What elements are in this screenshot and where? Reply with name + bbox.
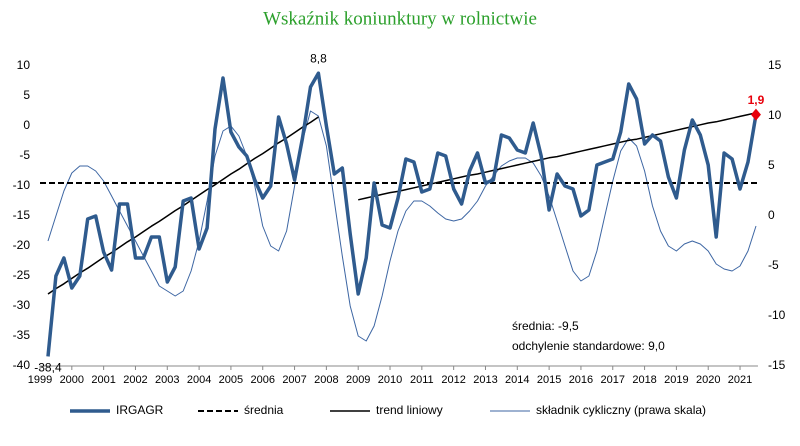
x-tick-label: 2009 bbox=[346, 374, 370, 386]
x-tick-label: 2008 bbox=[314, 374, 338, 386]
x-tick-label: 2004 bbox=[187, 374, 211, 386]
x-tick-label: 2018 bbox=[632, 374, 656, 386]
x-tick-label: 2001 bbox=[91, 374, 115, 386]
x-tick-label: 2006 bbox=[250, 374, 274, 386]
legend-label: IRGAGR bbox=[116, 403, 164, 417]
x-tick-label: 2000 bbox=[60, 374, 84, 386]
highlight-marker bbox=[750, 108, 761, 121]
x-tick-label: 2013 bbox=[473, 374, 497, 386]
y2-tick-label: -5 bbox=[768, 258, 779, 272]
x-tick-label: 1999 bbox=[28, 374, 52, 386]
y-tick-label: -25 bbox=[13, 268, 31, 282]
y-tick-label: -40 bbox=[13, 358, 31, 372]
x-tick-label: 2011 bbox=[410, 374, 434, 386]
annotation: średnia: -9,5 bbox=[512, 319, 579, 333]
y-tick-label: -10 bbox=[13, 178, 31, 192]
legend-label: trend liniowy bbox=[376, 403, 443, 417]
y-tick-label: -35 bbox=[13, 328, 31, 342]
x-tick-label: 2021 bbox=[728, 374, 752, 386]
y2-tick-label: 15 bbox=[768, 58, 782, 72]
x-tick-label: 2017 bbox=[601, 374, 625, 386]
x-tick-label: 2014 bbox=[505, 374, 529, 386]
y-tick-label: -15 bbox=[13, 208, 31, 222]
y2-tick-label: 5 bbox=[768, 158, 775, 172]
x-tick-label: 2016 bbox=[569, 374, 593, 386]
chart-title: Wskaźnik koniunktury w rolnictwie bbox=[263, 8, 537, 29]
x-tick-label: 2015 bbox=[537, 374, 561, 386]
legend-label: składnik cykliczny (prawa skala) bbox=[536, 403, 706, 417]
y-tick-label: 0 bbox=[23, 118, 30, 132]
x-tick-label: 2002 bbox=[123, 374, 147, 386]
y-tick-label: -20 bbox=[13, 238, 31, 252]
y2-tick-label: 10 bbox=[768, 108, 782, 122]
y2-tick-label: 0 bbox=[768, 208, 775, 222]
y-tick-label: -5 bbox=[19, 148, 30, 162]
series-line bbox=[46, 71, 758, 357]
y-tick-label: 10 bbox=[17, 58, 31, 72]
annotation: odchylenie standardowe: 9,0 bbox=[512, 339, 665, 353]
y-tick-label: 5 bbox=[23, 88, 30, 102]
data-label: -38,4 bbox=[34, 361, 62, 375]
x-tick-label: 2007 bbox=[282, 374, 306, 386]
y2-tick-label: -10 bbox=[768, 308, 786, 322]
legend-label: średnia bbox=[244, 403, 284, 417]
x-tick-label: 2019 bbox=[664, 374, 688, 386]
x-tick-label: 2012 bbox=[441, 374, 465, 386]
data-label: 1,9 bbox=[748, 93, 765, 107]
y2-tick-label: -15 bbox=[768, 358, 786, 372]
y-tick-label: -30 bbox=[13, 298, 31, 312]
series-line bbox=[47, 110, 757, 342]
x-tick-label: 2003 bbox=[155, 374, 179, 386]
x-tick-label: 2010 bbox=[378, 374, 402, 386]
x-tick-label: 2020 bbox=[696, 374, 720, 386]
data-label: 8,8 bbox=[310, 51, 327, 65]
x-tick-label: 2005 bbox=[219, 374, 243, 386]
